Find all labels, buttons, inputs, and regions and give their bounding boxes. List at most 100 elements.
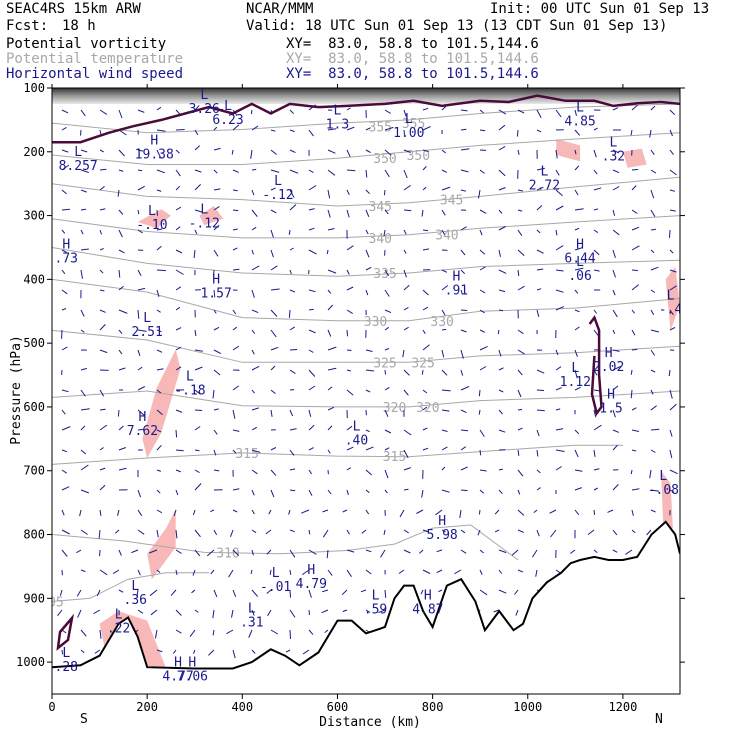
wind-vector [631,488,640,491]
wind-vector [346,569,352,577]
wind-vector [478,389,481,397]
wind-vector [403,449,409,459]
wind-vector [289,609,296,618]
wind-vector [399,509,405,518]
wind-vector [441,409,450,412]
wind-vector [193,249,196,258]
wind-vector [194,389,201,395]
wind-vector [514,589,519,595]
theta-label: 315 [235,447,258,462]
wind-vector [251,168,257,171]
theta-contour-350 [52,132,680,165]
wind-vector [327,189,331,199]
pv-extremum-value: .36 [124,593,147,608]
wind-vector [156,289,160,297]
wind-vector [342,509,348,513]
wind-vector [441,328,447,331]
y-tick-label: 700 [23,464,45,478]
pv-max-letter: H [307,563,315,578]
wind-vector [630,369,633,375]
wind-vector [231,609,234,618]
wind-vector [650,389,654,395]
fcst-label: Fcst: [6,18,49,34]
wind-vector [555,366,562,371]
wind-vector [61,229,66,234]
wind-vector [574,369,578,379]
wind-vector [131,549,139,554]
wind-vector [99,629,102,639]
plot-frame [51,87,681,695]
wind-vector [441,369,448,376]
wind-vector [80,529,88,535]
wind-vector [149,549,158,554]
wind-vector [80,425,86,431]
wind-vector [403,284,410,291]
wind-vector [194,329,197,337]
pv-shade-region [147,509,176,580]
wind-vector [213,349,222,355]
wind-vector [156,309,161,313]
wind-vector [478,409,481,415]
wind-vector [232,589,237,597]
wind-vector [251,389,255,394]
pv-extremum-value: -.10 [136,218,167,233]
pv-extremum-value: .32 [602,150,625,165]
wind-vector [156,529,159,538]
wind-vector [137,229,143,234]
wind-vector [80,269,83,279]
wind-vector [80,129,82,136]
wind-vector [422,344,430,351]
wind-vector [625,549,633,555]
wind-vector [493,609,500,613]
wind-vector [593,487,599,491]
wind-vector [194,409,203,411]
wind-vector [232,509,238,513]
wind-vector [80,189,87,193]
wind-vector [149,589,158,597]
wind-vector [289,589,291,598]
wind-vector [498,549,507,554]
pv-extremum-value: 1.00 [393,126,424,141]
wind-vector [422,229,429,232]
wind-vector [191,589,196,594]
wind-vector [612,309,618,318]
wind-vector [289,169,299,174]
wind-vector [460,169,469,173]
wind-vector [251,189,255,196]
wind-vector [421,209,424,217]
wind-vector [650,189,655,199]
wind-vector [365,549,372,553]
wind-vector [593,409,597,418]
theta-label: 305 [40,596,63,611]
pv-contour-loop [588,315,603,417]
wind-vector [631,104,638,111]
wind-vector [80,248,89,251]
wind-vector [550,529,557,538]
wind-vector [213,429,218,435]
wind-vector [80,208,87,211]
wind-vector [136,589,139,597]
wind-vector [213,529,218,536]
pv-min-letter: L [200,203,208,218]
wind-vector [137,509,143,517]
wind-vector [631,168,639,171]
wind-vector [403,488,409,491]
wind-vector [365,189,370,195]
wind-vector [137,609,144,614]
wind-vector [612,365,622,371]
wind-vector [441,466,446,471]
y-tick-label: 500 [23,336,45,350]
wind-vector [420,589,424,595]
wind-vector [460,289,463,295]
wind-vector [650,289,656,293]
wind-vector [365,289,369,296]
pv-min-letter: L [659,469,667,484]
pv-min-letter: L [74,145,82,160]
wind-vector [80,489,89,494]
wind-vector [156,169,165,174]
wind-vector [460,109,468,112]
wind-vector [498,309,504,312]
wind-vector [327,304,334,311]
wind-vector [99,349,108,354]
wind-vector [380,549,386,558]
